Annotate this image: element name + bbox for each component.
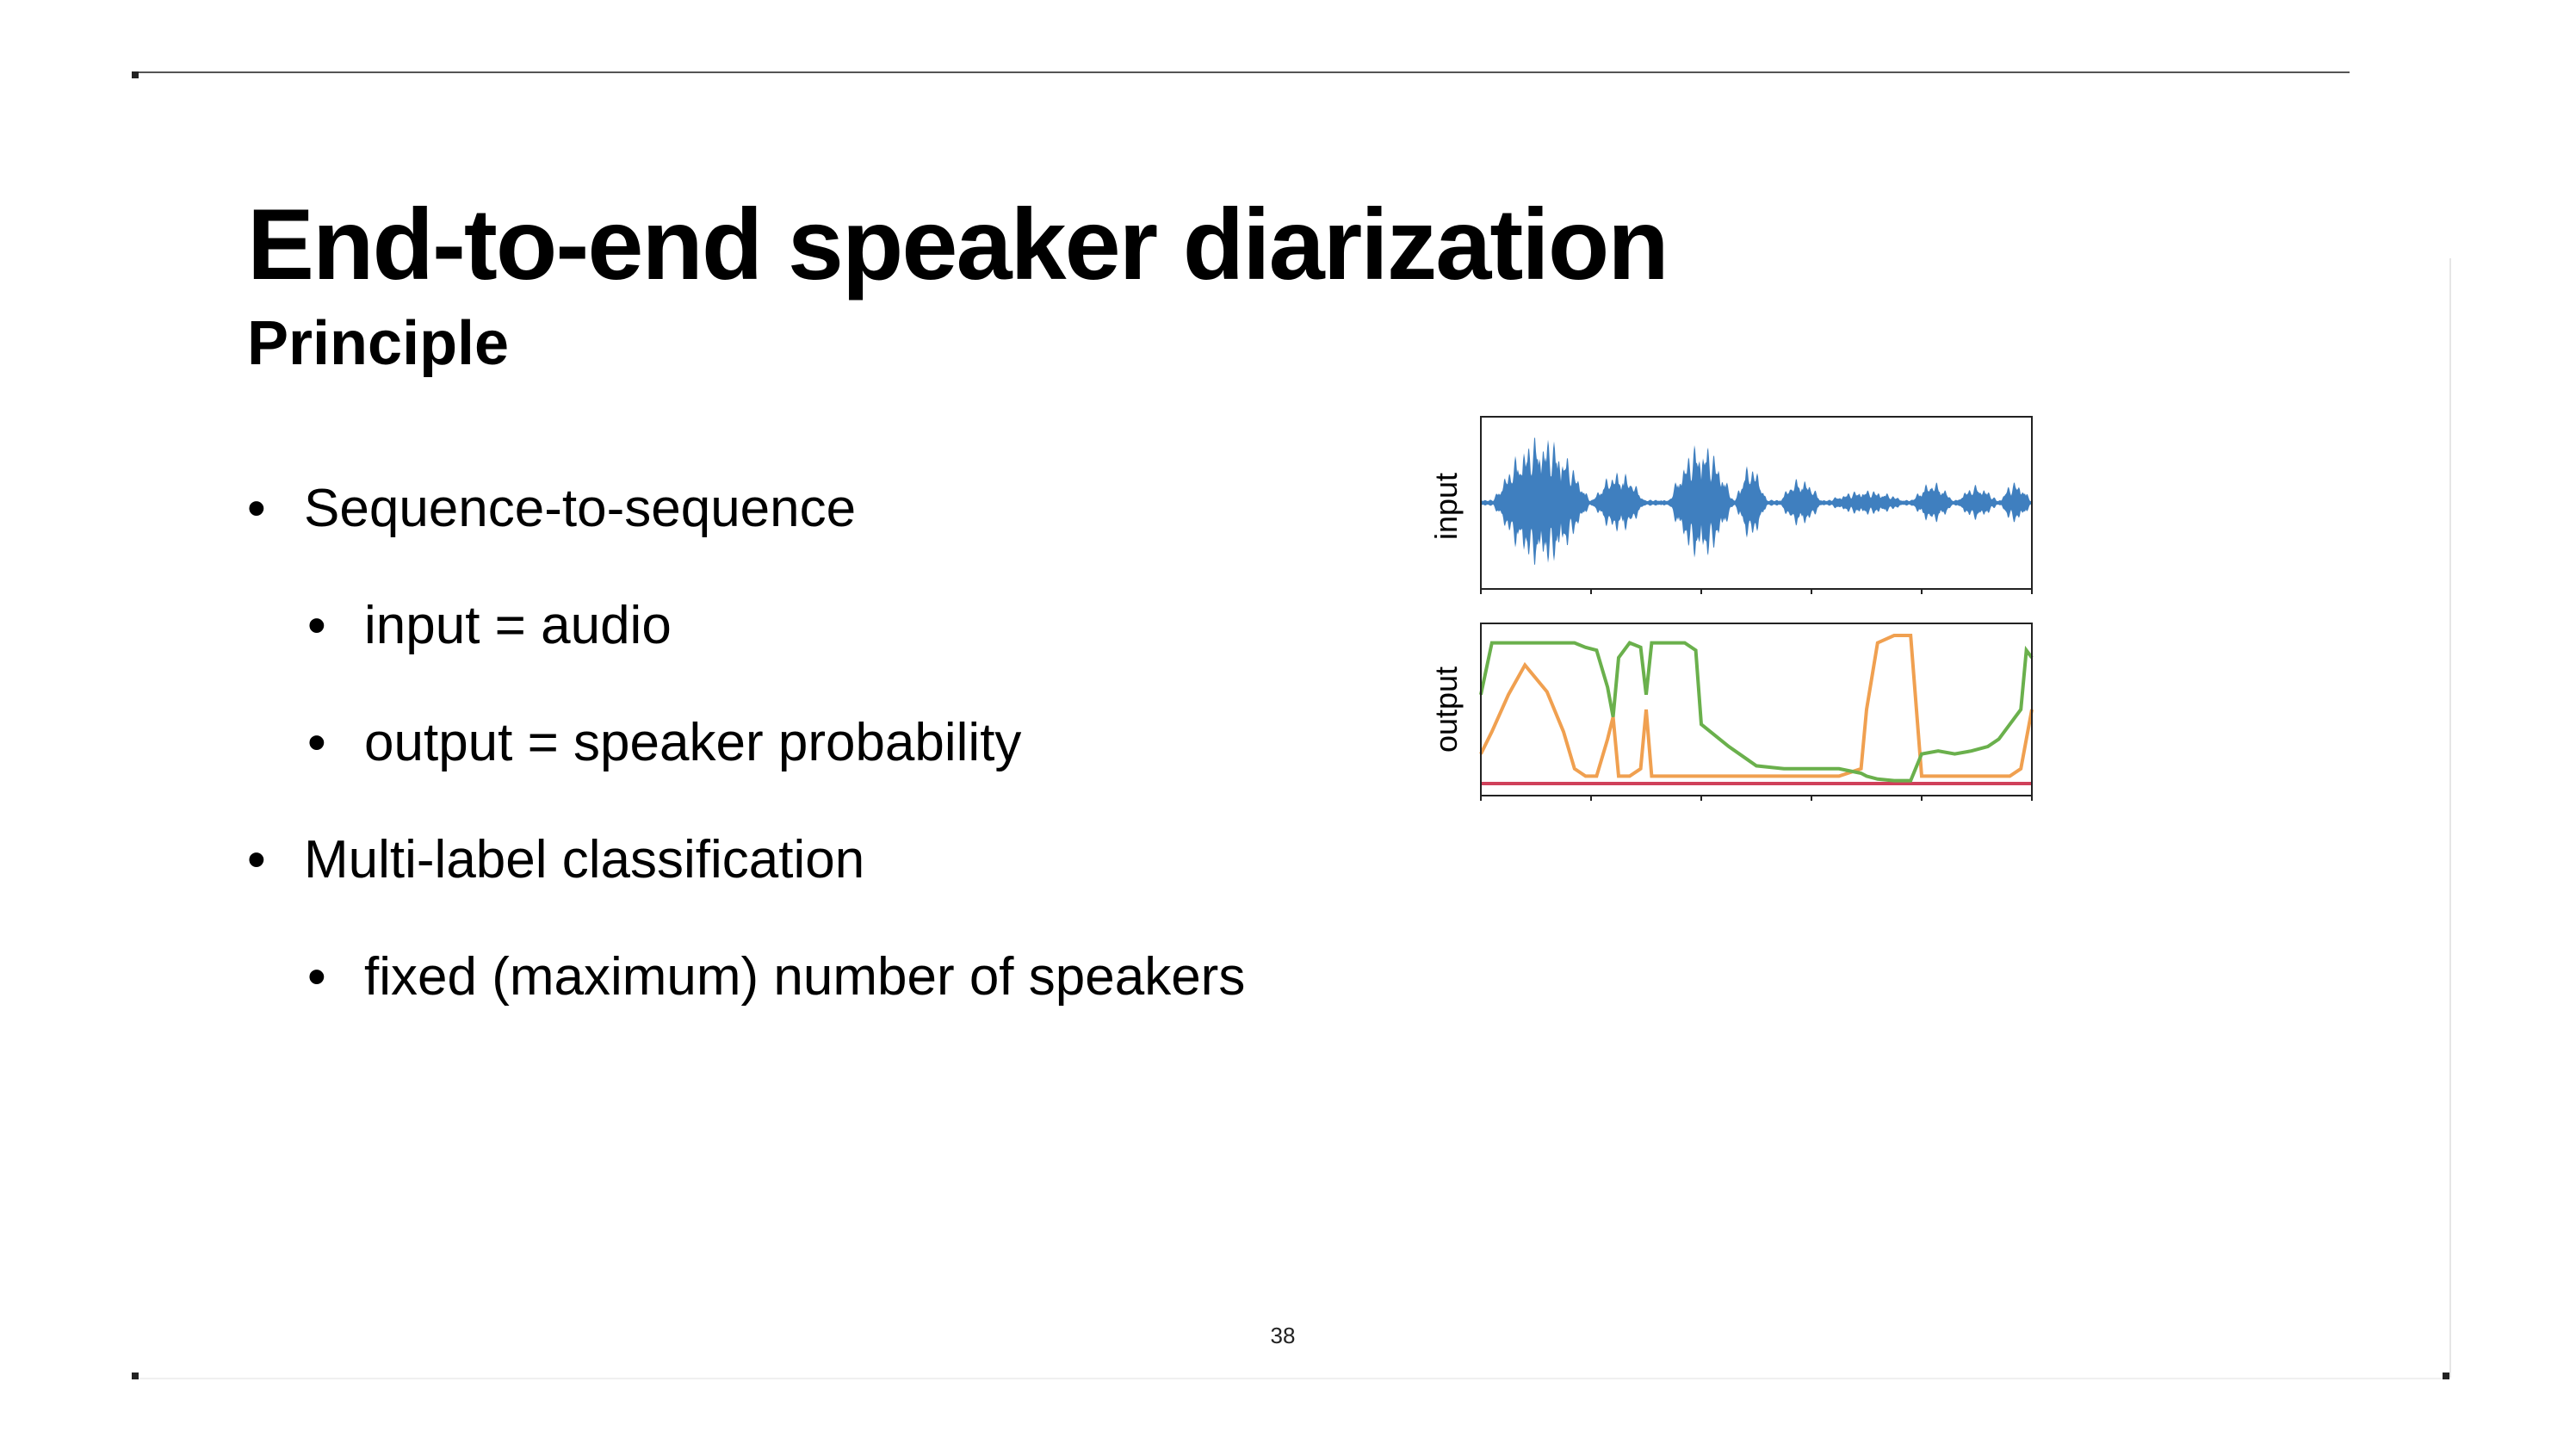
bullet-text: input = audio	[364, 596, 672, 655]
bullet-dot-icon: •	[307, 947, 326, 1007]
slide-subtitle: Principle	[247, 309, 510, 378]
slide-title: End-to-end speaker diarization	[247, 188, 1669, 301]
output-ticks	[1480, 796, 2033, 801]
bullet-text: fixed (maximum) number of speakers	[364, 947, 1246, 1007]
input-ticks	[1480, 589, 2033, 594]
output-panel: output	[1429, 623, 2034, 801]
bullet-text: Sequence-to-sequence	[304, 479, 857, 538]
bullet-dot-icon: •	[307, 713, 326, 772]
corner-mark-bottom-left	[132, 1373, 139, 1379]
bullet-dot-icon: •	[247, 479, 266, 538]
right-rule	[2449, 258, 2451, 1378]
bottom-rule	[132, 1378, 2449, 1379]
corner-mark-top-left	[132, 71, 139, 78]
output-axis-label: output	[1429, 666, 1464, 753]
input-panel: input	[1429, 416, 2033, 594]
input-panel-frame	[1480, 416, 2033, 590]
page-number: 38	[1270, 1323, 1296, 1348]
top-rule	[132, 71, 2350, 73]
bullet-text: Multi-label classification	[304, 830, 865, 889]
output-panel-frame	[1480, 623, 2033, 796]
diarization-figure-svg: input output	[1429, 416, 2034, 801]
diarization-figure: input output	[1429, 405, 2049, 809]
bullet-text: output = speaker probability	[364, 713, 1022, 772]
speaker-1-probability-line	[1479, 634, 2034, 778]
bullet-dot-icon: •	[247, 830, 266, 889]
input-waveform	[1481, 437, 2032, 565]
speaker-2-probability-line	[1479, 641, 2034, 783]
input-axis-label: input	[1429, 473, 1464, 540]
bullet-dot-icon: •	[307, 596, 326, 655]
corner-mark-bottom-right	[2443, 1373, 2449, 1379]
